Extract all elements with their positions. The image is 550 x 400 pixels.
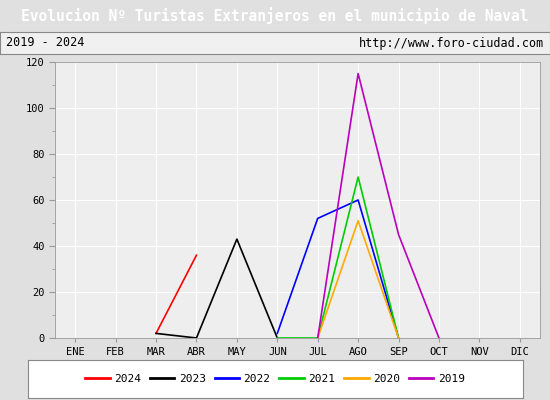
Text: http://www.foro-ciudad.com: http://www.foro-ciudad.com [359, 36, 544, 50]
Text: Evolucion Nº Turistas Extranjeros en el municipio de Naval: Evolucion Nº Turistas Extranjeros en el … [21, 8, 529, 24]
Legend: 2024, 2023, 2022, 2021, 2020, 2019: 2024, 2023, 2022, 2021, 2020, 2019 [81, 370, 469, 388]
Text: 2019 - 2024: 2019 - 2024 [6, 36, 84, 50]
